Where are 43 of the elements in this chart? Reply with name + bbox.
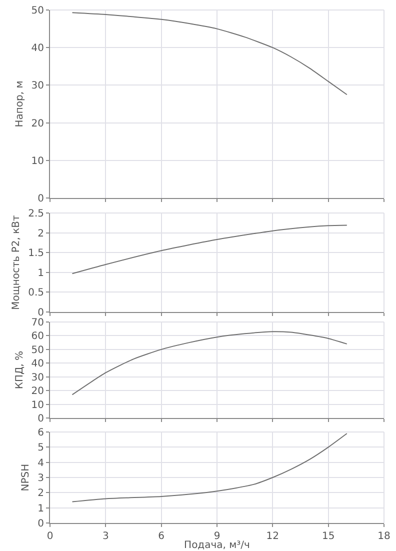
y-tick-label: 6 [38, 428, 44, 438]
y-tick-label: 2 [38, 228, 44, 240]
y-tick-label: 20 [31, 118, 44, 130]
y-tick-label: 0 [38, 518, 44, 530]
line-series [72, 224, 348, 274]
x-tick-label: 18 [378, 531, 390, 542]
x-tick-label: 12 [266, 531, 280, 542]
y-tick-label: 60 [31, 331, 44, 342]
y-axis-title: Мощность P2, кВт [11, 214, 22, 310]
line-series [72, 331, 348, 396]
y-axis-title: Напор, м [14, 80, 26, 128]
y-tick-label: 0 [38, 414, 44, 424]
y-tick-label: 0.5 [28, 288, 44, 299]
y-tick-label: 20 [31, 386, 44, 398]
x-axis-title: Подача, м³/ч [184, 540, 250, 551]
y-tick-label: 1 [38, 268, 44, 279]
y-tick-label: 10 [31, 156, 44, 167]
x-tick-label: 0 [46, 531, 54, 542]
y-tick-label: 5 [38, 442, 44, 454]
y-tick-label: 2.5 [28, 208, 44, 220]
y-tick-label: 4 [38, 458, 44, 469]
x-tick-label: 3 [102, 531, 109, 542]
y-tick-label: 0 [38, 308, 44, 318]
y-tick-label: 10 [31, 400, 44, 411]
y-tick-label: 50 [31, 6, 44, 16]
y-tick-label: 1 [38, 503, 44, 514]
y-tick-label: 3 [38, 473, 44, 484]
y-axis-title: КПД, % [14, 350, 26, 390]
y-tick-label: 50 [31, 344, 44, 356]
y-axis-title: NPSH [20, 464, 32, 492]
line-series [72, 12, 348, 96]
y-tick-label: 0 [38, 194, 44, 204]
y-tick-label: 40 [31, 43, 44, 54]
x-tick-label: 6 [158, 531, 165, 542]
y-tick-label: 1.5 [28, 248, 44, 260]
y-tick-label: 30 [31, 80, 44, 92]
line-series [72, 433, 348, 502]
x-tick-label: 15 [322, 531, 335, 542]
y-tick-label: 30 [31, 372, 44, 384]
y-tick-label: 40 [31, 358, 44, 370]
x-tick-label: 9 [214, 531, 220, 542]
y-tick-label: 70 [31, 318, 44, 328]
y-tick-label: 2 [38, 488, 44, 500]
